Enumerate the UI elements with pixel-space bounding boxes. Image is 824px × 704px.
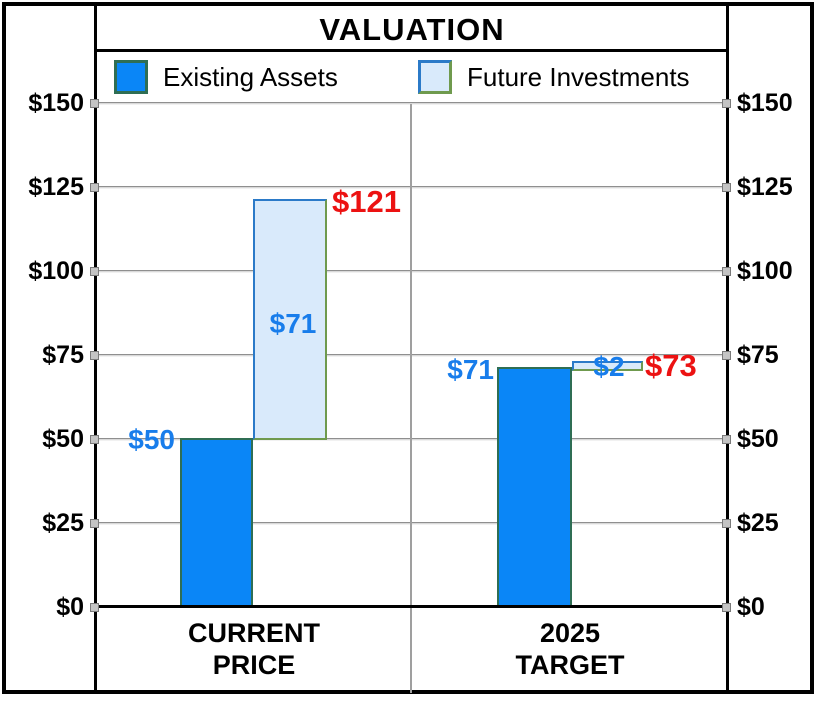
tick-marker-left [90, 267, 99, 276]
gridline-150 [97, 102, 726, 105]
y-tick-label-right: $75 [737, 341, 779, 369]
tick-marker-right [722, 351, 731, 360]
y-tick-label-right: $100 [737, 257, 793, 285]
bar-current-existing-assets [180, 438, 253, 608]
tick-marker-right [722, 519, 731, 528]
tick-marker-right [722, 183, 731, 192]
legend-item-existing-assets: Existing Assets [114, 60, 338, 94]
future-investments-swatch-icon [418, 60, 452, 94]
tick-marker-left [90, 99, 99, 108]
category-line: CURRENT [188, 618, 320, 648]
y-tick-label-right: $150 [737, 89, 793, 117]
tick-marker-right [722, 603, 731, 612]
value-label-cp-future: $71 [269, 308, 317, 339]
outer-frame [2, 2, 814, 694]
existing-assets-swatch-icon [114, 60, 148, 94]
tick-marker-left [90, 603, 99, 612]
y-tick-label-left: $75 [42, 341, 84, 369]
zero-baseline [94, 605, 729, 608]
y-tick-label-left: $150 [28, 89, 84, 117]
value-label-t-future: $2 [593, 351, 625, 382]
legend-item-future-investments: Future Investments [418, 60, 690, 94]
tick-marker-left [90, 435, 99, 444]
left-axis-line [94, 6, 97, 694]
chart-title: VALUATION [319, 12, 505, 47]
category-line: PRICE [212, 650, 296, 680]
right-axis-line [726, 6, 729, 694]
y-tick-label-left: $50 [42, 425, 84, 453]
title-separator-line [94, 49, 729, 52]
legend-label: Existing Assets [163, 61, 338, 92]
y-tick-label-right: $25 [737, 509, 779, 537]
y-tick-label-left: $0 [56, 593, 84, 621]
y-tick-label-left: $125 [28, 173, 84, 201]
category-line: 2025 [539, 618, 601, 648]
value-label-t-total: $73 [645, 348, 697, 383]
value-label-cp-total: $121 [332, 184, 401, 219]
bar-current-future-investments [253, 199, 327, 440]
bar-target-existing-assets [497, 367, 572, 608]
category-divider-line [410, 104, 412, 693]
value-label-t-existing: $71 [447, 354, 494, 385]
category-line: TARGET [515, 650, 625, 680]
tick-marker-left [90, 351, 99, 360]
tick-marker-right [722, 99, 731, 108]
legend-label: Future Investments [467, 61, 690, 92]
y-tick-label-right: $50 [737, 425, 779, 453]
value-label-cp-existing: $50 [128, 424, 175, 455]
tick-marker-right [722, 435, 731, 444]
bar-target-future-investments [572, 361, 643, 371]
tick-marker-right [722, 267, 731, 276]
tick-marker-left [90, 183, 99, 192]
y-tick-label-left: $25 [42, 509, 84, 537]
y-tick-label-right: $125 [737, 173, 793, 201]
y-tick-label-right: $0 [737, 593, 765, 621]
tick-marker-left [90, 519, 99, 528]
category-label-current-price: CURRENT PRICE [96, 617, 412, 681]
category-label-2025-target: 2025 TARGET [412, 617, 728, 681]
y-tick-label-left: $100 [28, 257, 84, 285]
